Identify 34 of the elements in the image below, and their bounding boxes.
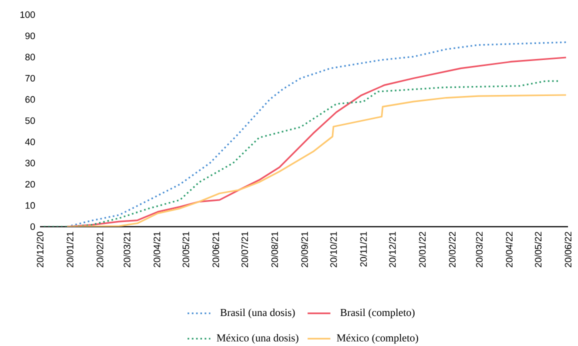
x-tick-label: 20/11/21	[360, 232, 367, 267]
x-tick-label: 20/10/21	[330, 232, 337, 268]
x-tick-label: 20/02/22	[448, 232, 456, 268]
x-tick-label: 20/05/21	[182, 232, 190, 268]
x-tick-label: 20/02/21	[96, 232, 104, 268]
y-tick-label: 10	[26, 202, 35, 209]
y-tick-label: 90	[25, 32, 35, 40]
y-tick-label: 100	[20, 11, 35, 18]
legend-label: México (una dosis)	[216, 334, 298, 344]
y-tick-label: 80	[25, 54, 35, 60]
y-tick-label: 50	[25, 117, 35, 124]
y-tick-label: 40	[25, 138, 35, 146]
x-tick-label: 20/09/21	[301, 232, 308, 268]
x-tick-label: 20/06/22	[564, 232, 572, 268]
x-tick-label: 20/03/21	[123, 232, 130, 268]
x-tick-label: 20/12/20	[36, 232, 44, 268]
legend-label: Brasil (completo)	[340, 308, 415, 318]
x-tick-label: 20/08/21	[271, 232, 278, 268]
legend-label: Brasil (una dosis)	[220, 308, 295, 318]
y-tick-label: 30	[25, 160, 35, 166]
y-tick-label: 0	[30, 223, 35, 230]
x-tick-label: 20/04/21	[153, 232, 160, 268]
y-tick-label: 20	[25, 180, 35, 188]
x-tick-label: 20/01/21	[66, 232, 74, 268]
x-tick-label: 20/12/21	[388, 232, 396, 268]
x-tick-label: 20/05/22	[534, 232, 542, 268]
legend-label: México (completo)	[336, 334, 418, 344]
x-tick-label: 20/06/21	[212, 232, 220, 268]
x-tick-label: 20/01/22	[418, 232, 426, 268]
x-tick-label: 20/03/22	[476, 232, 483, 268]
y-tick-label: 70	[25, 74, 35, 82]
y-tick-label: 60	[25, 96, 35, 103]
x-tick-label: 20/04/22	[506, 232, 513, 268]
x-tick-label: 20/07/21	[241, 232, 248, 268]
